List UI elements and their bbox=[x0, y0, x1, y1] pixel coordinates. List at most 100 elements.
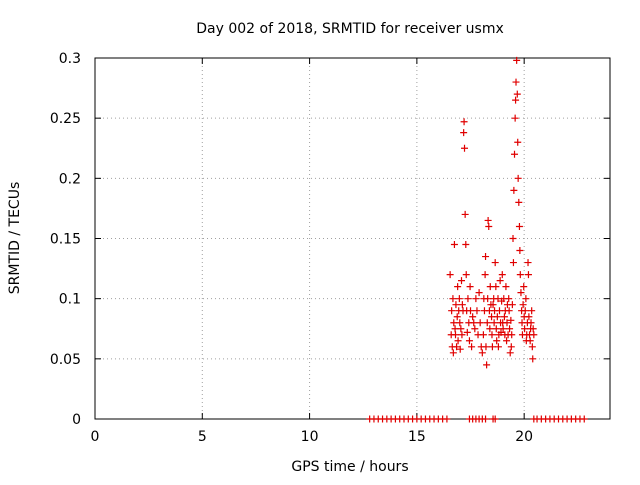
y-tick-label: 0.3 bbox=[59, 51, 81, 67]
data-point bbox=[524, 271, 532, 279]
data-point bbox=[488, 331, 496, 339]
data-point bbox=[471, 325, 479, 333]
data-point bbox=[460, 118, 468, 126]
x-tick-label: 20 bbox=[515, 429, 533, 445]
data-point bbox=[520, 283, 528, 291]
x-tick-label: 15 bbox=[408, 429, 426, 445]
data-point bbox=[454, 283, 462, 291]
data-point bbox=[460, 129, 468, 137]
data-point bbox=[525, 313, 533, 321]
data-point bbox=[446, 271, 454, 279]
data-point bbox=[505, 295, 513, 303]
data-point bbox=[503, 337, 511, 345]
x-axis-label: GPS time / hours bbox=[291, 459, 408, 475]
data-point bbox=[461, 210, 469, 218]
x-tick-label: 10 bbox=[301, 429, 319, 445]
data-point bbox=[519, 301, 527, 309]
data-point bbox=[503, 319, 511, 327]
data-point bbox=[509, 259, 517, 267]
axis-ticks bbox=[94, 57, 610, 420]
data-point bbox=[449, 295, 457, 303]
data-point bbox=[506, 349, 514, 357]
data-point bbox=[515, 198, 523, 206]
y-tick-label: 0.1 bbox=[59, 292, 81, 308]
data-point bbox=[454, 337, 462, 345]
data-point bbox=[512, 78, 520, 86]
data-point bbox=[470, 319, 478, 327]
data-point bbox=[458, 331, 466, 339]
data-point bbox=[469, 313, 477, 321]
data-point bbox=[462, 271, 470, 279]
data-point bbox=[450, 319, 458, 327]
data-point bbox=[490, 319, 498, 327]
chart-title: Day 002 of 2018, SRMTID for receiver usm… bbox=[196, 21, 504, 37]
data-point bbox=[453, 313, 461, 321]
data-point bbox=[498, 271, 506, 279]
x-tick-label: 5 bbox=[198, 429, 207, 445]
data-point bbox=[484, 216, 492, 224]
data-point bbox=[502, 283, 510, 291]
data-point bbox=[530, 331, 538, 339]
data-point bbox=[463, 328, 471, 336]
data-point bbox=[499, 325, 507, 333]
data-point bbox=[510, 186, 518, 194]
data-point bbox=[526, 337, 534, 345]
data-point bbox=[528, 343, 536, 351]
y-tick-label: 0.2 bbox=[59, 171, 81, 187]
x-tick-labels: 0 5 10 15 20 bbox=[91, 429, 534, 445]
data-point bbox=[483, 361, 491, 369]
data-point bbox=[515, 222, 523, 230]
data-point bbox=[475, 289, 483, 297]
data-point bbox=[511, 114, 519, 122]
data-point bbox=[500, 313, 508, 321]
data-point bbox=[507, 343, 515, 351]
data-point bbox=[524, 259, 532, 267]
data-point bbox=[493, 313, 501, 321]
data-point bbox=[497, 328, 505, 336]
data-point bbox=[456, 345, 464, 353]
data-point bbox=[511, 150, 519, 158]
data-point bbox=[514, 174, 522, 182]
data-points bbox=[366, 56, 588, 423]
data-point bbox=[479, 331, 487, 339]
data-point bbox=[522, 295, 530, 303]
data-point bbox=[482, 415, 490, 423]
data-point bbox=[507, 316, 515, 324]
grid-lines bbox=[95, 58, 610, 419]
y-tick-label: 0.05 bbox=[50, 352, 81, 368]
data-point bbox=[461, 144, 469, 152]
y-axis-label: SRMTID / TECUs bbox=[7, 182, 23, 295]
data-point bbox=[529, 325, 537, 333]
data-point bbox=[508, 331, 516, 339]
data-point bbox=[457, 325, 465, 333]
data-point bbox=[450, 241, 458, 249]
data-point bbox=[521, 307, 529, 315]
data-point bbox=[467, 307, 475, 315]
data-point bbox=[517, 289, 525, 297]
data-point bbox=[528, 307, 536, 315]
data-point bbox=[484, 295, 492, 303]
data-point bbox=[509, 235, 517, 242]
data-point bbox=[452, 331, 459, 339]
data-point bbox=[466, 283, 474, 291]
data-point bbox=[483, 319, 491, 327]
data-point bbox=[458, 301, 466, 309]
y-tick-label: 0 bbox=[72, 412, 81, 428]
data-point bbox=[481, 271, 489, 279]
data-point bbox=[513, 56, 521, 64]
data-point bbox=[486, 325, 494, 333]
data-point bbox=[513, 90, 521, 98]
data-point bbox=[529, 355, 537, 363]
data-point bbox=[494, 343, 502, 351]
data-point bbox=[527, 319, 535, 327]
data-point bbox=[488, 343, 496, 351]
data-point bbox=[516, 271, 524, 279]
data-point bbox=[506, 325, 514, 333]
data-point bbox=[491, 259, 499, 267]
data-point bbox=[491, 415, 499, 423]
data-point bbox=[508, 301, 516, 309]
data-point bbox=[458, 277, 466, 285]
data-point bbox=[452, 301, 460, 309]
